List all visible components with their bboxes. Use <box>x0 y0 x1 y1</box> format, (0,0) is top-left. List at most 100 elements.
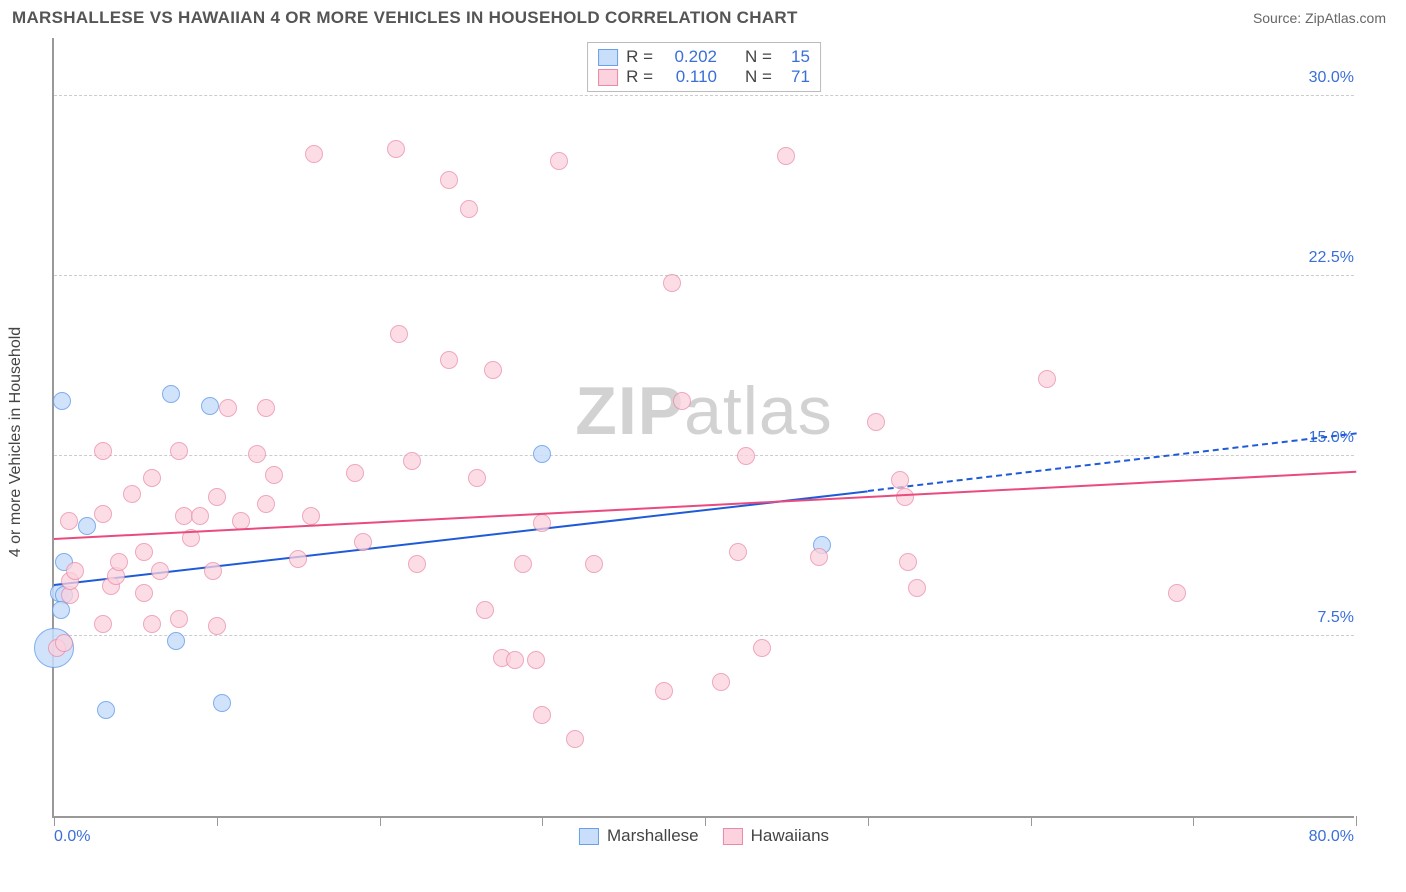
x-axis-max-label: 80.0% <box>1309 828 1354 846</box>
gridline <box>54 635 1354 636</box>
data-point <box>170 442 188 460</box>
x-tick <box>1031 816 1032 826</box>
data-point <box>94 505 112 523</box>
x-tick <box>705 816 706 826</box>
stat-n-key: N = <box>745 67 772 87</box>
legend-item: Marshallese <box>579 826 699 846</box>
data-point <box>908 579 926 597</box>
y-tick-label: 30.0% <box>1307 69 1356 87</box>
source-name: ZipAtlas.com <box>1305 10 1386 26</box>
data-point <box>533 445 551 463</box>
data-point <box>151 562 169 580</box>
data-point <box>66 562 84 580</box>
data-point <box>550 152 568 170</box>
x-tick <box>54 816 55 826</box>
x-tick <box>1193 816 1194 826</box>
data-point <box>566 730 584 748</box>
data-point <box>390 325 408 343</box>
series-legend: Marshallese Hawaiians <box>579 826 829 846</box>
data-point <box>533 706 551 724</box>
gridline <box>54 275 1354 276</box>
gridline <box>54 95 1354 96</box>
data-point <box>213 694 231 712</box>
source-label: Source: <box>1253 10 1305 26</box>
data-point <box>514 555 532 573</box>
data-point <box>257 495 275 513</box>
data-point <box>78 517 96 535</box>
x-tick <box>380 816 381 826</box>
data-point <box>468 469 486 487</box>
x-tick <box>542 816 543 826</box>
data-point <box>208 488 226 506</box>
stats-row: R =0.110N =71 <box>598 67 810 87</box>
data-point <box>162 385 180 403</box>
data-point <box>440 351 458 369</box>
data-point <box>729 543 747 561</box>
y-tick-label: 22.5% <box>1307 249 1356 267</box>
data-point <box>167 632 185 650</box>
data-point <box>346 464 364 482</box>
legend-item: Hawaiians <box>723 826 829 846</box>
data-point <box>123 485 141 503</box>
legend-label: Marshallese <box>607 826 699 846</box>
data-point <box>753 639 771 657</box>
data-point <box>533 514 551 532</box>
stat-r-key: R = <box>626 67 653 87</box>
data-point <box>899 553 917 571</box>
plot-area: ZIPatlas R =0.202N =15R =0.110N =71 0.0%… <box>52 38 1354 818</box>
data-point <box>527 651 545 669</box>
data-point <box>737 447 755 465</box>
data-point <box>201 397 219 415</box>
data-point <box>891 471 909 489</box>
data-point <box>1168 584 1186 602</box>
legend-label: Hawaiians <box>751 826 829 846</box>
data-point <box>60 512 78 530</box>
chart-source: Source: ZipAtlas.com <box>1253 10 1386 26</box>
stats-legend-box: R =0.202N =15R =0.110N =71 <box>587 42 821 92</box>
data-point <box>289 550 307 568</box>
data-point <box>302 507 320 525</box>
data-point <box>655 682 673 700</box>
data-point <box>204 562 222 580</box>
data-point <box>191 507 209 525</box>
stat-n-key: N = <box>745 47 772 67</box>
legend-swatch <box>598 69 618 86</box>
trend-line <box>54 471 1356 540</box>
data-point <box>408 555 426 573</box>
data-point <box>896 488 914 506</box>
stat-r-value: 0.202 <box>661 47 717 67</box>
data-point <box>219 399 237 417</box>
y-axis-title: 4 or more Vehicles in Household <box>7 212 25 442</box>
data-point <box>354 533 372 551</box>
data-point <box>97 701 115 719</box>
data-point <box>135 543 153 561</box>
x-axis-min-label: 0.0% <box>54 828 90 846</box>
data-point <box>257 399 275 417</box>
data-point <box>673 392 691 410</box>
chart-title: MARSHALLESE VS HAWAIIAN 4 OR MORE VEHICL… <box>12 8 798 28</box>
stats-row: R = 0.202 N = 15 <box>598 47 810 67</box>
data-point <box>712 673 730 691</box>
data-point <box>143 469 161 487</box>
data-point <box>440 171 458 189</box>
trend-line <box>54 490 868 586</box>
data-point <box>484 361 502 379</box>
data-point <box>476 601 494 619</box>
stat-r-value: 0.110 <box>661 67 717 87</box>
data-point <box>170 610 188 628</box>
data-point <box>305 145 323 163</box>
data-point <box>110 553 128 571</box>
data-point <box>460 200 478 218</box>
legend-swatch <box>579 828 599 845</box>
data-point <box>55 634 73 652</box>
data-point <box>867 413 885 431</box>
legend-swatch <box>598 49 618 66</box>
stat-n-value: 15 <box>780 47 810 67</box>
stat-r-key: R = <box>626 47 653 67</box>
data-point <box>585 555 603 573</box>
x-tick <box>868 816 869 826</box>
data-point <box>663 274 681 292</box>
x-tick <box>1356 816 1357 826</box>
data-point <box>94 442 112 460</box>
legend-swatch <box>723 828 743 845</box>
